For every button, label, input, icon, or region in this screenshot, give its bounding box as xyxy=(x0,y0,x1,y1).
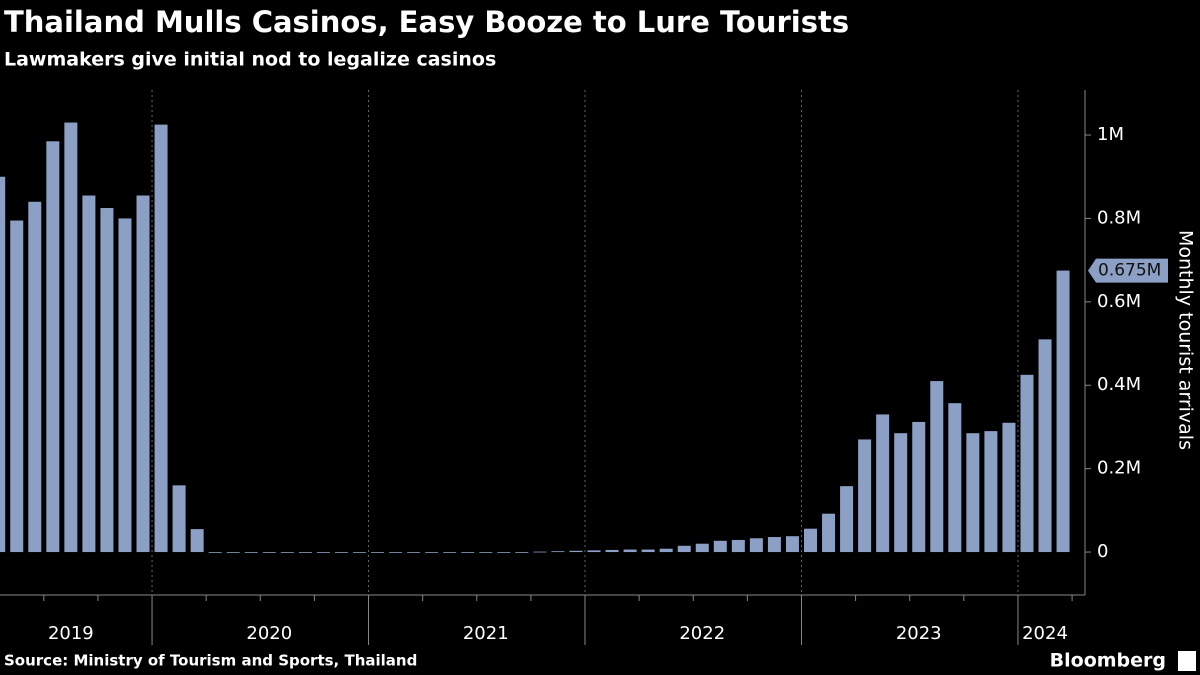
x-tick-label: 2024 xyxy=(1022,623,1068,644)
bar xyxy=(497,552,511,553)
value-label: 0.675M xyxy=(1098,261,1161,281)
bar xyxy=(82,195,96,553)
y-axis-label: Monthly tourist arrivals xyxy=(1175,230,1197,450)
bar xyxy=(785,536,799,553)
bar xyxy=(298,552,312,553)
bar xyxy=(840,486,854,553)
bar xyxy=(244,552,258,553)
y-tick-label: 1M xyxy=(1097,124,1124,145)
bar xyxy=(154,124,168,553)
bar xyxy=(334,552,348,553)
bar xyxy=(118,218,132,553)
bar xyxy=(713,540,727,553)
y-tick-label: 0.6M xyxy=(1097,291,1141,312)
bar xyxy=(316,552,330,553)
bar xyxy=(731,539,745,553)
bar xyxy=(172,485,186,553)
source: Source: Ministry of Tourism and Sports, … xyxy=(4,652,417,670)
chart-subtitle: Lawmakers give initial nod to legalize c… xyxy=(4,49,496,71)
brand: Bloomberg xyxy=(1050,650,1166,672)
bar xyxy=(28,201,42,553)
bar xyxy=(587,550,601,553)
y-tick-label: 0 xyxy=(1097,541,1108,562)
bar xyxy=(262,552,276,553)
bar xyxy=(894,433,908,553)
bar xyxy=(443,552,457,553)
bar xyxy=(1020,374,1034,553)
x-tick-label: 2020 xyxy=(246,623,292,644)
bar xyxy=(641,549,655,553)
bar xyxy=(569,550,583,553)
bar xyxy=(804,528,817,553)
bar xyxy=(984,431,998,553)
value-tag xyxy=(1088,258,1168,283)
bar xyxy=(858,439,872,553)
bar xyxy=(749,538,763,553)
bar xyxy=(966,433,980,553)
bar xyxy=(136,195,150,553)
bar xyxy=(208,552,222,553)
bar xyxy=(46,141,60,553)
bar xyxy=(930,381,944,553)
bar xyxy=(876,414,890,553)
chart-title: Thailand Mulls Casinos, Easy Booze to Lu… xyxy=(4,5,849,39)
bar xyxy=(767,537,781,553)
bar xyxy=(677,545,691,553)
bar xyxy=(190,529,204,553)
bar xyxy=(1056,270,1070,553)
bar xyxy=(371,552,385,553)
y-tick-label: 0.4M xyxy=(1097,374,1141,395)
bar xyxy=(1038,339,1052,553)
bar xyxy=(0,176,6,553)
bar xyxy=(425,552,439,553)
y-tick-label: 0.2M xyxy=(1097,458,1141,479)
x-tick-label: 2021 xyxy=(463,623,509,644)
bar xyxy=(515,552,529,553)
bar xyxy=(407,552,421,553)
bar xyxy=(605,549,619,553)
y-tick-label: 0.8M xyxy=(1097,207,1141,228)
bar xyxy=(551,551,565,553)
bar xyxy=(623,549,637,553)
bar xyxy=(461,552,475,553)
bar xyxy=(533,551,547,553)
x-tick-label: 2022 xyxy=(679,623,725,644)
bar xyxy=(948,403,962,553)
brand-icon xyxy=(1178,651,1196,671)
bar xyxy=(912,421,926,553)
bar xyxy=(695,543,709,553)
bar xyxy=(10,220,24,553)
bar xyxy=(353,552,366,553)
bar xyxy=(1002,422,1016,553)
bar xyxy=(479,552,493,553)
bar xyxy=(64,122,78,553)
x-tick-label: 2019 xyxy=(48,623,94,644)
bar xyxy=(280,552,294,553)
bar xyxy=(822,513,836,553)
bar xyxy=(226,552,240,553)
bar xyxy=(389,552,403,553)
bar xyxy=(659,548,673,553)
bar xyxy=(100,208,114,553)
x-tick-label: 2023 xyxy=(896,623,942,644)
